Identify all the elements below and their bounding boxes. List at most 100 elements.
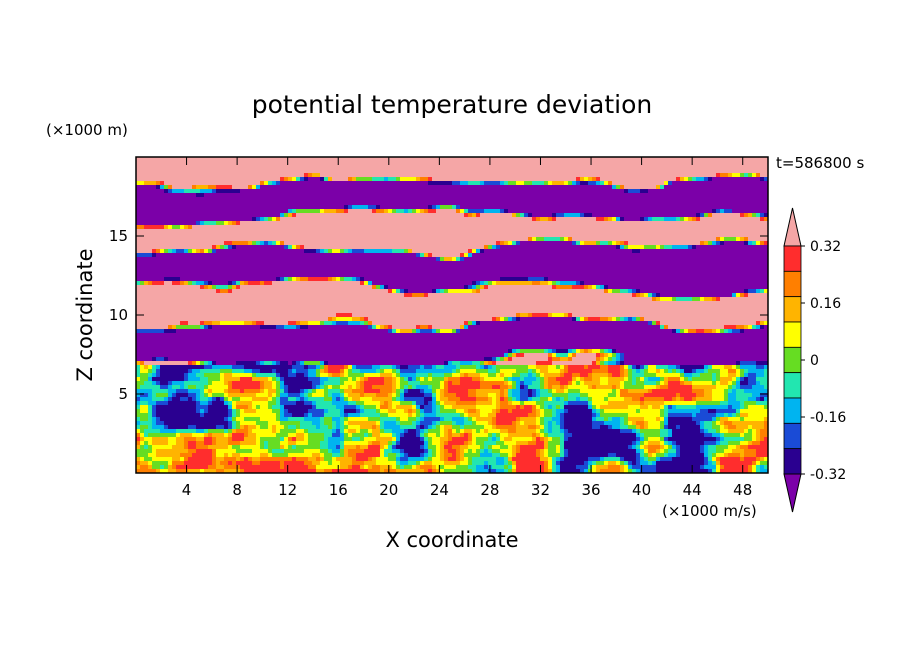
heatmap-cell xyxy=(200,181,205,186)
heatmap-cell xyxy=(148,197,153,202)
heatmap-cell xyxy=(696,277,701,282)
heatmap-cell xyxy=(640,157,645,162)
heatmap-cell xyxy=(680,161,685,166)
heatmap-cell xyxy=(204,177,209,182)
heatmap-cell xyxy=(528,185,533,190)
heatmap-cell xyxy=(448,209,453,214)
heatmap-cell xyxy=(440,249,445,254)
heatmap-cell xyxy=(324,277,329,282)
heatmap-cell xyxy=(168,277,173,282)
heatmap-cell xyxy=(316,229,321,234)
heatmap-cell xyxy=(236,265,241,270)
heatmap-cell xyxy=(584,177,589,182)
heatmap-cell xyxy=(276,185,281,190)
heatmap-cell xyxy=(436,261,441,266)
heatmap-cell xyxy=(168,189,173,194)
heatmap-cell xyxy=(448,205,453,210)
heatmap-cell xyxy=(664,161,669,166)
heatmap-cell xyxy=(408,193,413,198)
heatmap-cell xyxy=(204,201,209,206)
heatmap-cell xyxy=(520,281,525,286)
heatmap-cell xyxy=(164,225,169,230)
heatmap-cell xyxy=(452,217,457,222)
heatmap-cell xyxy=(520,165,525,170)
heatmap-cell xyxy=(604,233,609,238)
heatmap-cell xyxy=(744,253,749,258)
heatmap-cell xyxy=(356,229,361,234)
heatmap-cell xyxy=(180,249,185,254)
heatmap-cell xyxy=(356,237,361,242)
heatmap-cell xyxy=(140,157,145,162)
heatmap-cell xyxy=(508,213,513,218)
heatmap-cell xyxy=(276,277,281,282)
heatmap-cell xyxy=(204,261,209,266)
heatmap-cell xyxy=(240,233,245,238)
heatmap-cell xyxy=(236,241,241,246)
heatmap-cell xyxy=(396,197,401,202)
heatmap-cell xyxy=(576,209,581,214)
heatmap-cell xyxy=(724,209,729,214)
heatmap-cell xyxy=(228,257,233,262)
heatmap-cell xyxy=(200,169,205,174)
heatmap-cell xyxy=(412,165,417,170)
heatmap-cell xyxy=(348,225,353,230)
heatmap-cell xyxy=(332,241,337,246)
heatmap-cell xyxy=(244,201,249,206)
heatmap-cell xyxy=(696,157,701,162)
heatmap-cell xyxy=(436,201,441,206)
heatmap-cell xyxy=(520,265,525,270)
heatmap-cell xyxy=(140,189,145,194)
heatmap-cell xyxy=(176,253,181,258)
heatmap-cell xyxy=(388,265,393,270)
heatmap-cell xyxy=(700,181,705,186)
heatmap-cell xyxy=(312,205,317,210)
heatmap-cell xyxy=(608,237,613,242)
heatmap-cell xyxy=(512,253,517,258)
heatmap-cell xyxy=(140,277,145,282)
heatmap-cell xyxy=(748,205,753,210)
heatmap-cell xyxy=(400,221,405,226)
heatmap-cell xyxy=(204,277,209,282)
heatmap-cell xyxy=(236,233,241,238)
heatmap-cell xyxy=(648,205,653,210)
heatmap-cell xyxy=(512,173,517,178)
heatmap-cell xyxy=(428,197,433,202)
heatmap-cell xyxy=(316,161,321,166)
heatmap-cell xyxy=(300,277,305,282)
heatmap-cell xyxy=(396,161,401,166)
heatmap-cell xyxy=(180,161,185,166)
heatmap-cell xyxy=(156,185,161,190)
heatmap-cell xyxy=(280,205,285,210)
heatmap-cell xyxy=(532,193,537,198)
heatmap-cell xyxy=(616,213,621,218)
heatmap-cell xyxy=(656,273,661,278)
heatmap-cell xyxy=(752,201,757,206)
heatmap-cell xyxy=(276,189,281,194)
heatmap-cell xyxy=(248,201,253,206)
heatmap-cell xyxy=(564,193,569,198)
heatmap-cell xyxy=(388,241,393,246)
heatmap-cell xyxy=(288,189,293,194)
heatmap-cell xyxy=(368,189,373,194)
heatmap-cell xyxy=(536,169,541,174)
heatmap-cell xyxy=(704,253,709,258)
heatmap-cell xyxy=(172,205,177,210)
heatmap-cell xyxy=(744,201,749,206)
heatmap-cell xyxy=(308,237,313,242)
heatmap-cell xyxy=(468,209,473,214)
heatmap-cell xyxy=(168,233,173,238)
heatmap-cell xyxy=(388,225,393,230)
heatmap-cell xyxy=(460,221,465,226)
heatmap-cell xyxy=(632,241,637,246)
heatmap-cell xyxy=(760,201,765,206)
heatmap-cell xyxy=(704,193,709,198)
heatmap-cell xyxy=(548,197,553,202)
heatmap-cell xyxy=(620,193,625,198)
heatmap-cell xyxy=(672,261,677,266)
heatmap-cell xyxy=(172,237,177,242)
heatmap-cell xyxy=(464,181,469,186)
heatmap-cell xyxy=(672,205,677,210)
heatmap-cell xyxy=(456,205,461,210)
heatmap-cell xyxy=(172,225,177,230)
heatmap-field xyxy=(136,157,768,473)
